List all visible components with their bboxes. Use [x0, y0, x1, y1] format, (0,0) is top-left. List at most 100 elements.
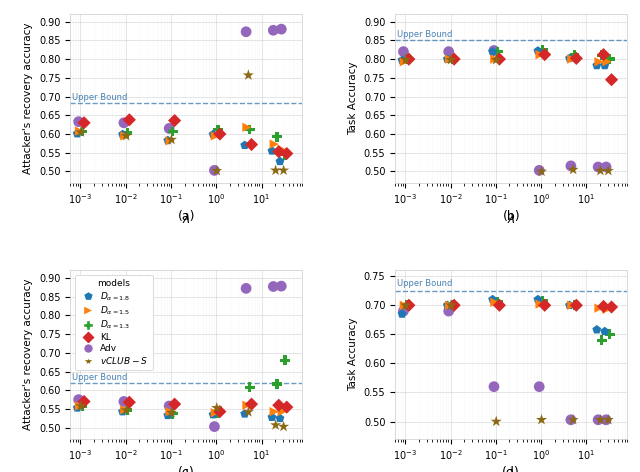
Point	[282, 150, 292, 157]
Point	[534, 383, 545, 390]
Point	[271, 421, 281, 429]
Point	[276, 25, 287, 33]
Point	[239, 410, 250, 418]
Point	[447, 55, 458, 63]
Text: Upper Bound: Upper Bound	[397, 30, 452, 39]
Point	[215, 408, 225, 415]
Point	[535, 51, 545, 59]
Point	[598, 51, 609, 59]
Point	[276, 282, 287, 290]
Point	[449, 302, 460, 309]
Point	[275, 158, 285, 165]
Point	[76, 128, 86, 136]
Point	[607, 303, 617, 311]
Point	[447, 302, 458, 309]
Point	[72, 130, 83, 137]
Point	[272, 133, 282, 141]
Point	[442, 55, 452, 63]
Point	[598, 303, 609, 310]
Point	[213, 409, 223, 416]
Text: Upper Bound: Upper Bound	[397, 279, 452, 288]
Point	[600, 62, 610, 69]
Point	[278, 423, 289, 430]
Point	[492, 298, 502, 305]
Point	[246, 141, 257, 148]
Point	[593, 163, 604, 171]
Point	[570, 302, 580, 309]
Point	[274, 402, 284, 409]
Point	[532, 47, 543, 55]
Point	[242, 402, 252, 409]
Text: (d): (d)	[502, 466, 520, 472]
Point	[538, 46, 548, 53]
Point	[596, 51, 607, 59]
Point	[120, 132, 130, 140]
Point	[121, 132, 131, 140]
Point	[209, 423, 220, 430]
Point	[168, 127, 178, 135]
Point	[602, 305, 612, 313]
Point	[268, 26, 278, 34]
Point	[269, 408, 280, 415]
Y-axis label: Attacker's recovery accuracy: Attacker's recovery accuracy	[24, 23, 33, 174]
Point	[124, 398, 134, 406]
Point	[591, 326, 602, 333]
Point	[604, 167, 614, 175]
Point	[246, 400, 257, 408]
Point	[280, 356, 290, 364]
Point	[397, 310, 407, 318]
Point	[209, 167, 220, 174]
Point	[74, 396, 84, 404]
Point	[491, 418, 501, 425]
Point	[77, 403, 88, 410]
Point	[605, 330, 615, 338]
Point	[591, 62, 602, 69]
X-axis label: $\lambda$: $\lambda$	[507, 468, 516, 472]
X-axis label: $\lambda$: $\lambda$	[507, 212, 516, 226]
Point	[595, 416, 605, 423]
Point	[444, 307, 454, 315]
Point	[399, 58, 410, 66]
Point	[77, 127, 88, 135]
Point	[168, 410, 178, 418]
Point	[570, 51, 580, 59]
Point	[74, 402, 84, 410]
Point	[212, 404, 222, 412]
Y-axis label: Task Accuracy: Task Accuracy	[348, 62, 358, 135]
Point	[571, 55, 581, 62]
Point	[568, 416, 579, 423]
Text: Upper Bound: Upper Bound	[72, 93, 127, 102]
Point	[566, 302, 577, 309]
Point	[404, 302, 414, 309]
Point	[244, 383, 255, 391]
Point	[267, 147, 277, 155]
Point	[165, 137, 175, 144]
Point	[74, 127, 84, 135]
Point	[566, 162, 576, 169]
Point	[165, 408, 175, 415]
Point	[170, 400, 180, 408]
Point	[445, 55, 455, 63]
Point	[212, 167, 222, 175]
Point	[122, 129, 132, 137]
Point	[601, 163, 611, 171]
Point	[534, 167, 545, 174]
Point	[536, 168, 547, 175]
Point	[163, 136, 173, 144]
Y-axis label: Task Accuracy: Task Accuracy	[348, 318, 358, 391]
Point	[210, 132, 220, 140]
Point	[280, 151, 290, 159]
Point	[594, 304, 604, 312]
Point	[444, 48, 454, 55]
Point	[601, 416, 611, 423]
Point	[594, 58, 604, 66]
Point	[121, 406, 131, 414]
Point	[117, 131, 127, 138]
Point	[488, 48, 498, 55]
Point	[602, 58, 612, 66]
Point	[489, 383, 499, 390]
Point	[401, 302, 411, 309]
Point	[268, 283, 278, 290]
Point	[566, 55, 577, 63]
Point	[540, 302, 550, 309]
